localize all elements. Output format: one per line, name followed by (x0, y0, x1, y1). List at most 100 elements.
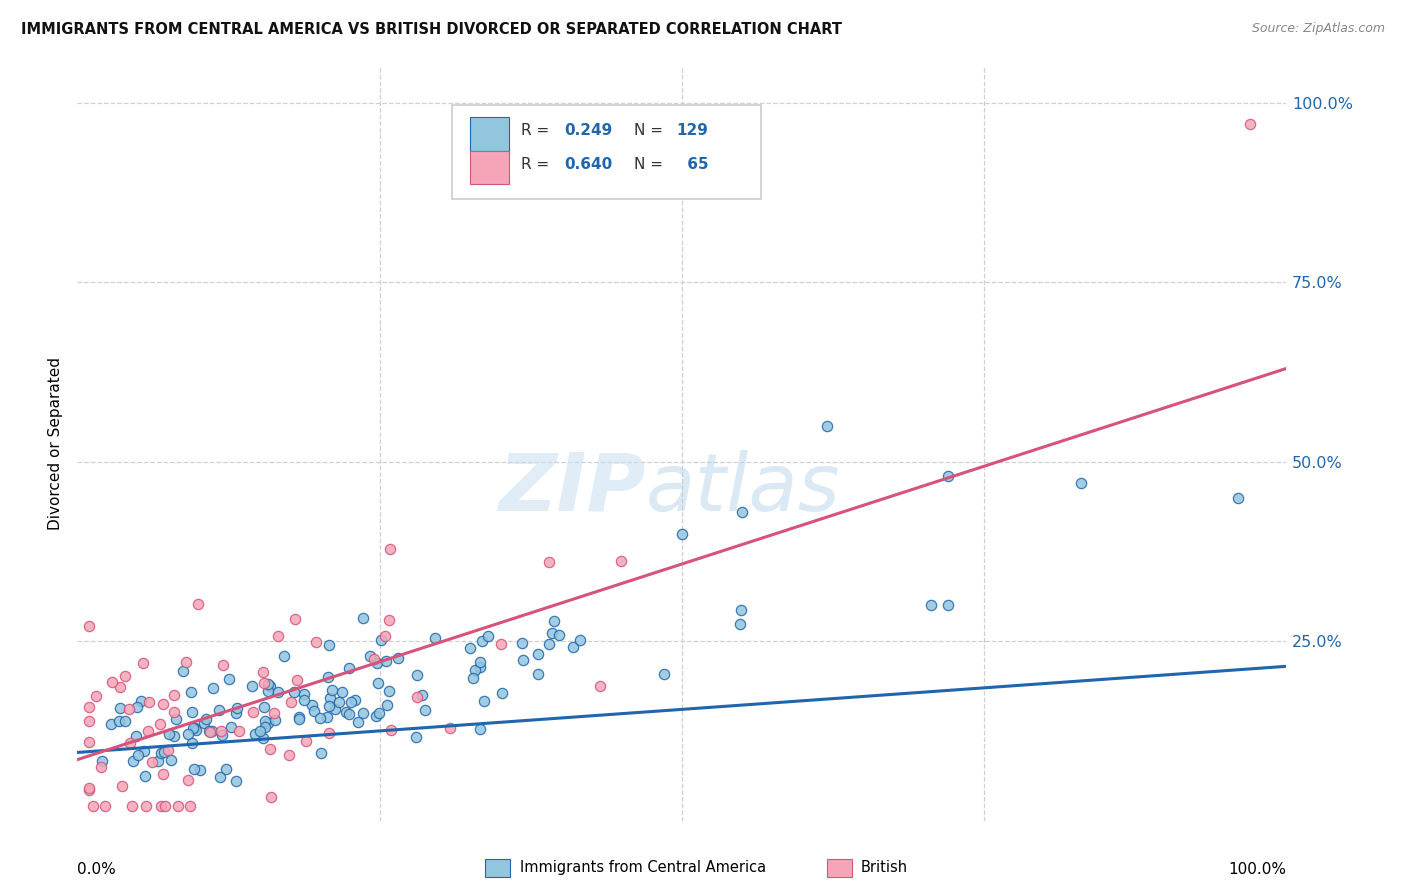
Point (252, 676, 274, 690)
Point (288, 710, 311, 724)
Point (188, 764, 211, 778)
Point (527, 648, 550, 662)
Point (468, 723, 491, 737)
Point (489, 637, 512, 651)
Point (328, 695, 350, 709)
Text: 129: 129 (676, 123, 707, 138)
Point (157, 727, 180, 741)
Point (225, 774, 247, 789)
Point (79, 619, 101, 633)
Point (301, 698, 323, 712)
Point (461, 671, 484, 685)
Point (543, 614, 565, 628)
Y-axis label: Divorced or Separated: Divorced or Separated (48, 358, 63, 530)
Point (406, 690, 429, 705)
Point (193, 715, 215, 730)
Text: 65: 65 (682, 157, 709, 172)
Point (309, 746, 332, 760)
Point (146, 755, 169, 769)
Point (257, 677, 280, 691)
Point (266, 629, 288, 643)
Point (149, 717, 172, 731)
Text: atlas: atlas (645, 450, 841, 528)
Point (125, 699, 148, 714)
Point (561, 640, 583, 654)
Point (512, 653, 534, 667)
Point (120, 736, 142, 750)
Text: Immigrants from Central America: Immigrants from Central America (520, 861, 766, 875)
Point (541, 626, 564, 640)
Point (225, 701, 247, 715)
Point (184, 723, 207, 738)
Text: R =: R = (522, 123, 554, 138)
Point (316, 669, 339, 683)
Point (179, 799, 201, 814)
Point (332, 685, 354, 699)
Point (464, 663, 486, 677)
Point (302, 704, 325, 718)
Point (125, 729, 148, 743)
Text: British: British (860, 861, 908, 875)
Point (172, 664, 194, 678)
Point (315, 710, 337, 724)
Point (84, 690, 107, 704)
Point (537, 637, 560, 651)
Point (201, 681, 224, 695)
Point (122, 754, 145, 768)
Point (174, 655, 197, 669)
Point (936, 469, 959, 483)
Point (318, 698, 340, 713)
Point (319, 690, 342, 705)
Point (138, 695, 160, 709)
Point (134, 769, 156, 783)
Point (108, 700, 131, 714)
Point (425, 631, 447, 645)
Point (283, 684, 305, 698)
Point (249, 723, 271, 738)
Point (364, 709, 387, 723)
Point (211, 728, 233, 742)
Point (177, 727, 200, 741)
Point (367, 676, 389, 690)
Point (253, 720, 276, 734)
Point (263, 706, 285, 720)
Text: N =: N = (634, 123, 668, 138)
Point (569, 633, 592, 648)
Point (294, 734, 316, 748)
Point (79, 714, 101, 728)
Point (79, 699, 101, 714)
Point (280, 695, 302, 709)
Point (219, 720, 242, 734)
Point (165, 712, 187, 726)
Point (352, 706, 374, 720)
Point (363, 651, 385, 665)
Point (273, 648, 295, 663)
Point (257, 683, 280, 698)
Point (366, 656, 388, 670)
Point (129, 694, 152, 708)
Text: N =: N = (634, 157, 668, 172)
Point (589, 679, 612, 693)
Point (127, 748, 149, 763)
Point (259, 742, 281, 756)
Point (180, 684, 202, 698)
Point (347, 715, 370, 730)
Point (209, 723, 232, 738)
Point (111, 779, 134, 793)
Point (1239, 117, 1261, 131)
Point (260, 789, 283, 804)
Point (730, 603, 752, 617)
Point (413, 703, 436, 717)
Point (198, 723, 221, 738)
Point (288, 712, 311, 726)
Point (936, 599, 959, 613)
Point (132, 656, 155, 670)
Point (121, 799, 143, 814)
Text: 0.640: 0.640 (565, 157, 613, 172)
Point (728, 616, 751, 631)
Point (152, 766, 174, 780)
Point (411, 688, 433, 702)
Point (79, 783, 101, 797)
Point (352, 611, 374, 625)
Point (228, 723, 250, 738)
